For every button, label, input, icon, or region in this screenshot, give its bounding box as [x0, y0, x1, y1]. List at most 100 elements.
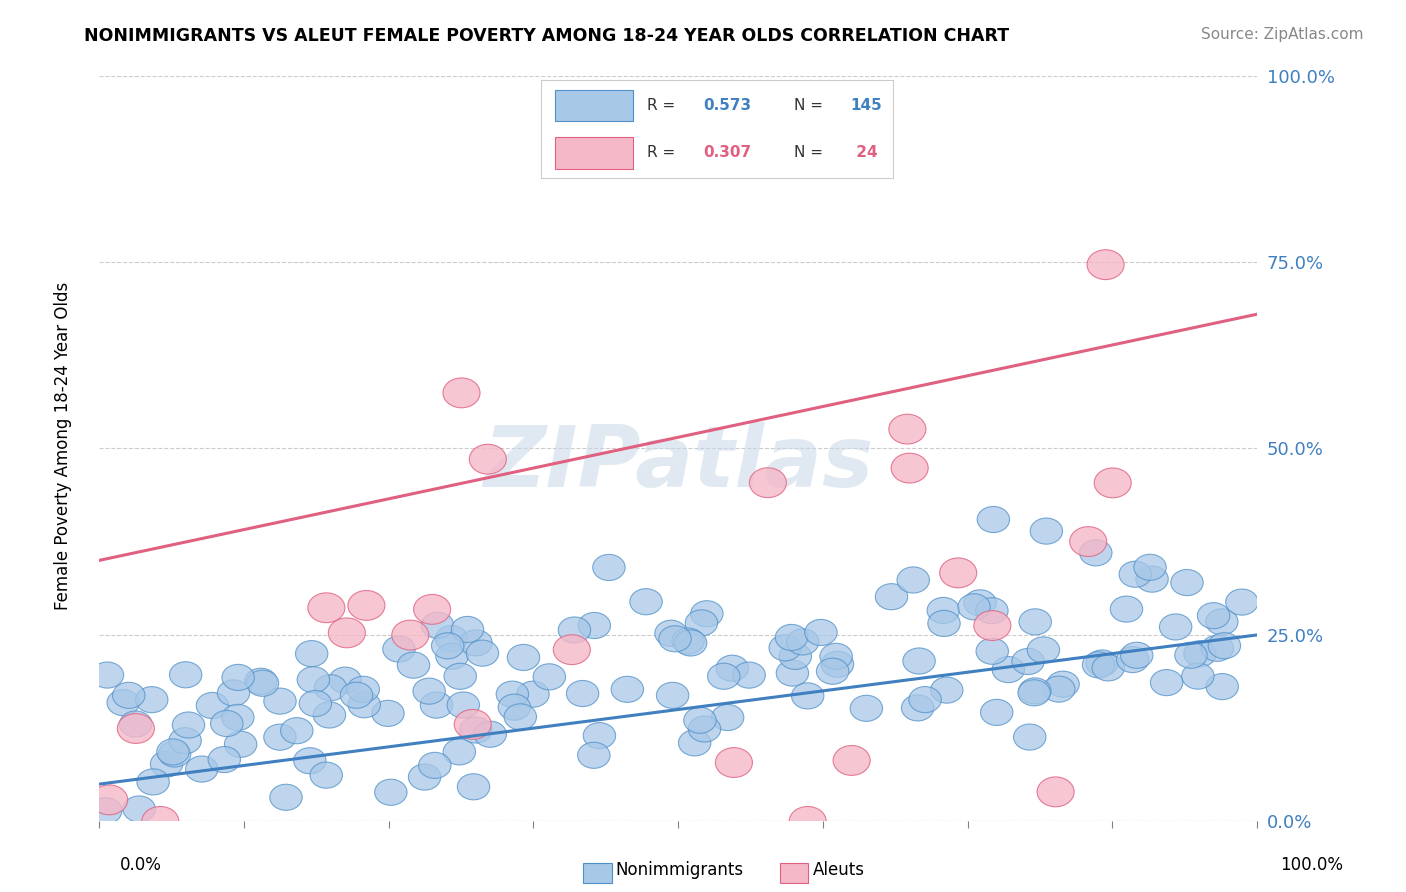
Ellipse shape — [612, 676, 644, 702]
Ellipse shape — [1205, 609, 1239, 635]
Ellipse shape — [974, 611, 1011, 640]
Ellipse shape — [891, 453, 928, 483]
Ellipse shape — [931, 677, 963, 703]
Ellipse shape — [264, 724, 297, 750]
Ellipse shape — [1133, 554, 1166, 581]
Ellipse shape — [533, 664, 565, 690]
Ellipse shape — [1119, 561, 1152, 587]
Ellipse shape — [432, 632, 464, 659]
Ellipse shape — [939, 558, 977, 588]
Ellipse shape — [711, 705, 744, 731]
Text: 100.0%: 100.0% — [1279, 855, 1343, 873]
Text: 0.0%: 0.0% — [120, 855, 162, 873]
Ellipse shape — [90, 797, 122, 823]
Ellipse shape — [1111, 596, 1143, 622]
Ellipse shape — [908, 687, 941, 713]
Ellipse shape — [150, 751, 183, 777]
Ellipse shape — [776, 660, 808, 686]
Ellipse shape — [820, 643, 852, 669]
Ellipse shape — [398, 652, 430, 678]
Ellipse shape — [1150, 670, 1182, 696]
Ellipse shape — [657, 682, 689, 708]
Ellipse shape — [517, 681, 550, 707]
Ellipse shape — [505, 704, 537, 730]
Ellipse shape — [392, 620, 429, 650]
Ellipse shape — [413, 594, 451, 624]
Ellipse shape — [444, 664, 477, 690]
Ellipse shape — [308, 593, 344, 623]
Ellipse shape — [1092, 655, 1125, 681]
Ellipse shape — [159, 741, 191, 767]
Ellipse shape — [245, 668, 277, 694]
Ellipse shape — [976, 598, 1008, 624]
Ellipse shape — [1083, 652, 1115, 678]
Ellipse shape — [136, 769, 169, 795]
Ellipse shape — [270, 784, 302, 810]
Ellipse shape — [1208, 632, 1240, 658]
Ellipse shape — [142, 806, 179, 837]
Ellipse shape — [347, 676, 380, 702]
Ellipse shape — [672, 628, 704, 654]
Ellipse shape — [169, 728, 201, 754]
Ellipse shape — [876, 583, 908, 610]
Ellipse shape — [1085, 650, 1118, 676]
Ellipse shape — [578, 742, 610, 768]
Ellipse shape — [1175, 642, 1208, 668]
Ellipse shape — [340, 682, 373, 708]
Ellipse shape — [889, 414, 927, 444]
Ellipse shape — [281, 718, 314, 744]
Ellipse shape — [382, 636, 415, 662]
Text: Nonimmigrants: Nonimmigrants — [616, 861, 744, 879]
Ellipse shape — [716, 656, 748, 681]
Ellipse shape — [371, 700, 404, 726]
Ellipse shape — [733, 662, 765, 688]
Text: Female Poverty Among 18-24 Year Olds: Female Poverty Among 18-24 Year Olds — [55, 282, 72, 610]
Ellipse shape — [817, 658, 849, 684]
Ellipse shape — [630, 589, 662, 615]
Ellipse shape — [120, 711, 152, 737]
Text: R =: R = — [647, 145, 681, 161]
Ellipse shape — [901, 695, 934, 721]
Ellipse shape — [112, 682, 145, 708]
Ellipse shape — [218, 680, 250, 706]
Text: 24: 24 — [851, 145, 877, 161]
Ellipse shape — [208, 747, 240, 772]
Text: N =: N = — [794, 145, 828, 161]
Ellipse shape — [1018, 680, 1050, 706]
Ellipse shape — [716, 747, 752, 778]
Bar — [555, 137, 633, 169]
Ellipse shape — [679, 730, 711, 756]
Ellipse shape — [928, 610, 960, 637]
Ellipse shape — [1116, 647, 1149, 673]
Ellipse shape — [374, 780, 408, 805]
Ellipse shape — [173, 712, 205, 738]
Ellipse shape — [1043, 676, 1076, 702]
Ellipse shape — [295, 640, 328, 666]
Ellipse shape — [447, 692, 479, 718]
Ellipse shape — [474, 721, 506, 747]
Ellipse shape — [792, 683, 824, 709]
Ellipse shape — [436, 625, 468, 652]
Ellipse shape — [170, 662, 202, 688]
Ellipse shape — [1206, 673, 1239, 699]
Ellipse shape — [821, 651, 853, 677]
Text: 0.573: 0.573 — [703, 98, 751, 113]
Ellipse shape — [683, 707, 716, 733]
Ellipse shape — [460, 630, 492, 656]
Bar — [555, 90, 633, 121]
Ellipse shape — [690, 600, 723, 627]
Ellipse shape — [222, 705, 254, 731]
Ellipse shape — [1087, 250, 1125, 279]
Ellipse shape — [246, 670, 278, 697]
Ellipse shape — [1038, 777, 1074, 806]
Ellipse shape — [314, 702, 346, 728]
Ellipse shape — [775, 624, 807, 650]
Ellipse shape — [1094, 468, 1132, 498]
Ellipse shape — [1171, 569, 1204, 596]
Ellipse shape — [1201, 635, 1233, 661]
Ellipse shape — [1012, 648, 1045, 674]
Text: N =: N = — [794, 98, 828, 113]
Ellipse shape — [1121, 642, 1153, 668]
Ellipse shape — [976, 639, 1008, 665]
Ellipse shape — [851, 695, 883, 722]
